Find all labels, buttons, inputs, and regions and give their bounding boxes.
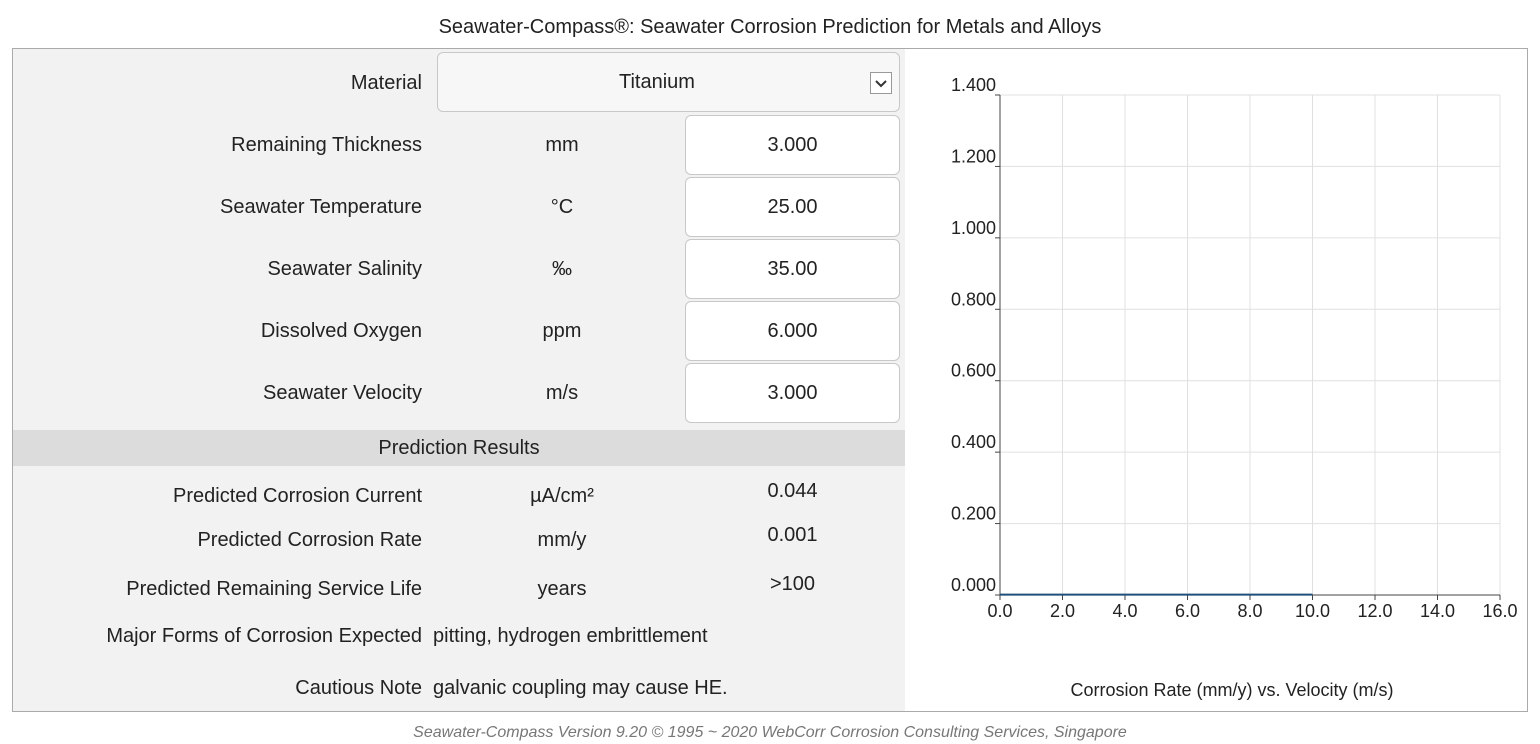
y-tick-label: 0.000 — [951, 575, 996, 595]
x-tick-label: 10.0 — [1295, 601, 1330, 621]
panel — [12, 48, 1528, 712]
result-unit: mm/y — [537, 529, 587, 551]
results-band — [13, 430, 905, 466]
y-tick-label: 1.200 — [951, 146, 996, 166]
result-value: >100 — [769, 573, 816, 595]
input-value[interactable]: 6.000 — [767, 320, 818, 342]
x-tick-label: 12.0 — [1357, 601, 1392, 621]
result-unit: µA/cm² — [530, 485, 594, 507]
input-label: Remaining Thickness — [231, 134, 422, 156]
forms-value: pitting, hydrogen embrittlement — [433, 625, 708, 647]
input-value[interactable]: 3.000 — [767, 382, 818, 404]
y-tick-label: 1.400 — [951, 75, 996, 95]
input-label: Seawater Salinity — [267, 258, 422, 280]
footer: Seawater-Compass Version 9.20 © 1995 ~ 2… — [413, 724, 1127, 741]
material-select[interactable] — [437, 52, 900, 112]
input-label: Seawater Temperature — [220, 196, 422, 218]
y-tick-label: 0.400 — [951, 432, 996, 452]
input-unit: mm — [545, 134, 579, 156]
y-tick-label: 1.000 — [951, 218, 996, 238]
x-axis-label: Corrosion Rate (mm/y) vs. Velocity (m/s) — [1070, 680, 1393, 700]
x-tick-label: 2.0 — [1050, 601, 1075, 621]
material-value[interactable]: Titanium — [619, 71, 695, 93]
x-tick-label: 0.0 — [987, 601, 1012, 621]
y-tick-label: 0.200 — [951, 504, 996, 524]
result-label: Predicted Corrosion Current — [173, 485, 422, 507]
input-unit: m/s — [545, 382, 579, 404]
x-tick-label: 8.0 — [1237, 601, 1262, 621]
input-box[interactable] — [685, 115, 900, 175]
result-value: 0.044 — [767, 480, 818, 502]
forms-label: Major Forms of Corrosion Expected — [106, 625, 422, 647]
material-label: Material — [350, 72, 422, 94]
dropdown-arrow[interactable] — [870, 72, 892, 94]
result-label: Predicted Remaining Service Life — [126, 578, 422, 600]
x-tick-label: 4.0 — [1112, 601, 1137, 621]
input-value[interactable]: 25.00 — [767, 196, 818, 218]
input-unit: ppm — [542, 320, 582, 342]
x-tick-label: 6.0 — [1175, 601, 1200, 621]
results-title: Prediction Results — [378, 437, 540, 459]
y-tick-label: 0.800 — [951, 289, 996, 309]
input-box[interactable] — [685, 177, 900, 237]
title: Seawater-Compass®: Seawater Corrosion Pr… — [438, 16, 1102, 38]
note-value: galvanic coupling may cause HE. — [433, 677, 728, 699]
input-label: Dissolved Oxygen — [260, 320, 422, 342]
y-tick-label: 0.600 — [951, 361, 996, 381]
x-tick-label: 14.0 — [1420, 601, 1455, 621]
result-value: 0.001 — [767, 524, 818, 546]
input-box[interactable] — [685, 301, 900, 361]
input-value[interactable]: 3.000 — [767, 134, 818, 156]
result-unit: years — [537, 578, 587, 600]
input-box[interactable] — [685, 239, 900, 299]
result-label: Predicted Corrosion Rate — [197, 529, 422, 551]
input-unit: °C — [550, 196, 574, 218]
input-value[interactable]: 35.00 — [767, 258, 818, 280]
input-unit: ‰ — [552, 258, 572, 280]
input-label: Seawater Velocity — [263, 382, 422, 404]
note-label: Cautious Note — [295, 677, 422, 699]
input-box[interactable] — [685, 363, 900, 423]
x-tick-label: 16.0 — [1482, 601, 1517, 621]
